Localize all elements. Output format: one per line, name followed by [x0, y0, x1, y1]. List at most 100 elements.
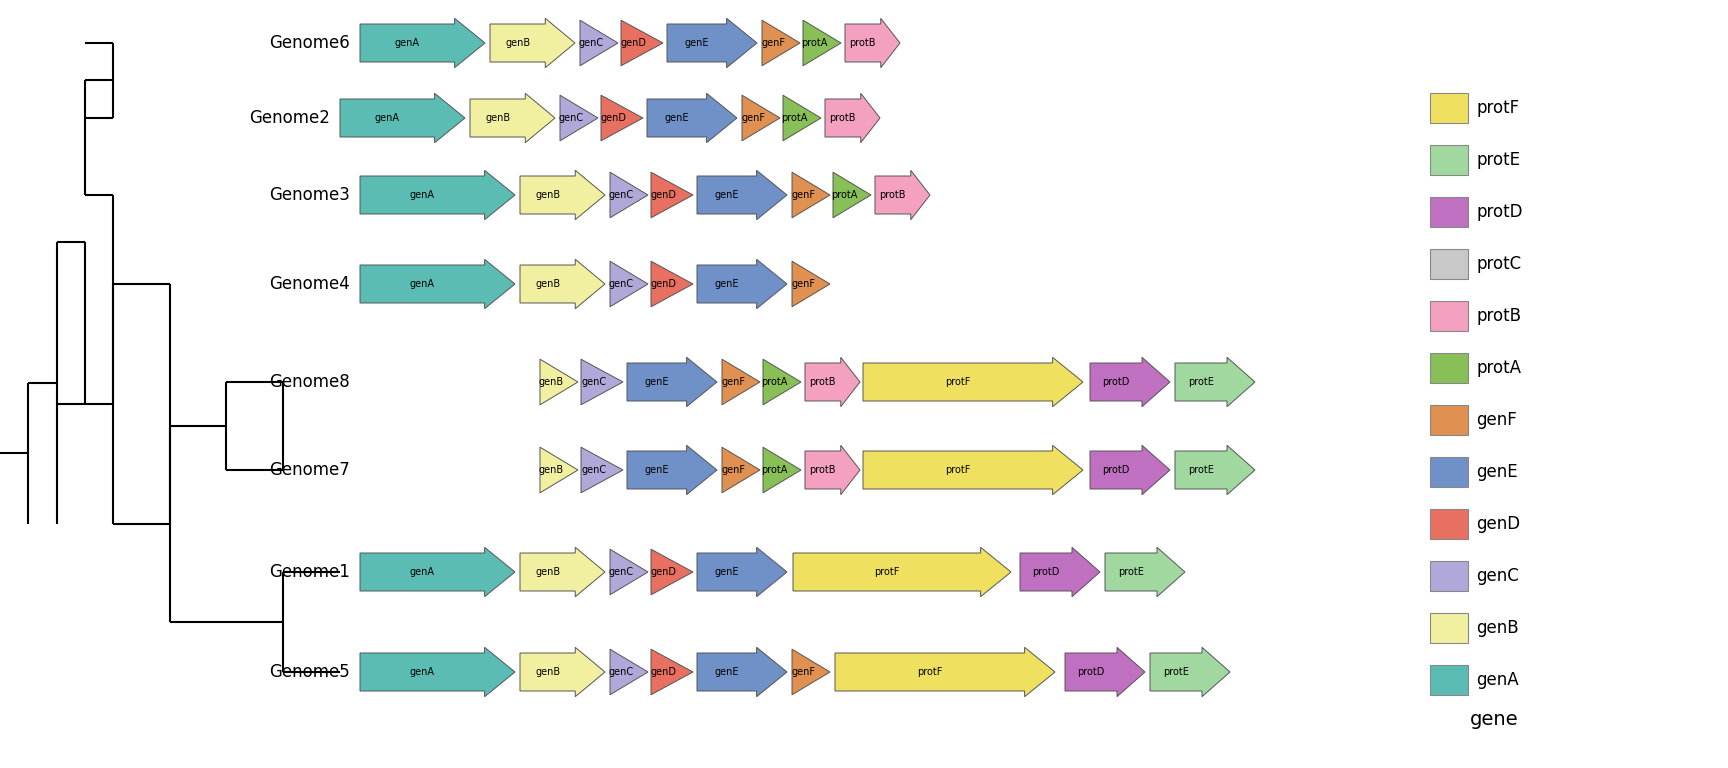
Text: genB: genB: [536, 667, 560, 677]
Polygon shape: [520, 647, 605, 697]
Text: protD: protD: [1102, 465, 1130, 475]
Polygon shape: [862, 357, 1083, 407]
Polygon shape: [804, 20, 842, 66]
Polygon shape: [764, 447, 802, 493]
Text: Genome6: Genome6: [270, 34, 351, 52]
Text: genA: genA: [410, 667, 435, 677]
Text: genE: genE: [645, 465, 669, 475]
Text: genD: genD: [1476, 515, 1521, 533]
Polygon shape: [646, 93, 738, 143]
Text: genB: genB: [536, 190, 560, 200]
Text: genE: genE: [715, 279, 740, 289]
Polygon shape: [722, 359, 760, 405]
Text: protA: protA: [762, 465, 788, 475]
Polygon shape: [359, 170, 515, 220]
Text: protF: protF: [918, 667, 942, 677]
Text: protD: protD: [1102, 377, 1130, 387]
Text: genF: genF: [791, 279, 816, 289]
Text: genD: genD: [620, 38, 646, 48]
Text: genC: genC: [581, 465, 607, 475]
Bar: [1431, 405, 1469, 435]
Polygon shape: [627, 357, 717, 407]
Bar: [1431, 301, 1469, 331]
Text: genF: genF: [721, 465, 745, 475]
Polygon shape: [651, 172, 693, 218]
Polygon shape: [793, 548, 1011, 597]
Polygon shape: [1064, 647, 1146, 697]
Polygon shape: [627, 445, 717, 495]
Text: protB: protB: [1476, 307, 1521, 325]
Text: genE: genE: [715, 190, 740, 200]
Polygon shape: [696, 647, 786, 697]
Text: genD: genD: [601, 113, 627, 123]
Text: protB: protB: [829, 113, 855, 123]
Text: protF: protF: [945, 465, 971, 475]
Text: protB: protB: [880, 190, 905, 200]
Bar: [1431, 353, 1469, 383]
Text: genC: genC: [581, 377, 607, 387]
Text: genE: genE: [665, 113, 689, 123]
Text: genE: genE: [645, 377, 669, 387]
Text: Genome4: Genome4: [270, 275, 351, 293]
Polygon shape: [696, 170, 786, 220]
Polygon shape: [722, 447, 760, 493]
Text: protF: protF: [874, 567, 900, 577]
Text: genC: genC: [608, 667, 634, 677]
Text: genA: genA: [1476, 671, 1519, 689]
Polygon shape: [581, 20, 619, 66]
Text: genC: genC: [608, 279, 634, 289]
Polygon shape: [783, 95, 821, 141]
Text: protE: protE: [1189, 377, 1215, 387]
Text: genA: genA: [375, 113, 399, 123]
Polygon shape: [833, 172, 871, 218]
Polygon shape: [764, 359, 802, 405]
Text: protA: protA: [802, 38, 828, 48]
Polygon shape: [791, 172, 829, 218]
Text: genC: genC: [1476, 567, 1519, 585]
Polygon shape: [1175, 445, 1255, 495]
Bar: [1431, 197, 1469, 227]
Text: protF: protF: [945, 377, 971, 387]
Text: Genome3: Genome3: [270, 186, 351, 204]
Text: protA: protA: [781, 113, 807, 123]
Text: Genome2: Genome2: [249, 109, 330, 127]
Polygon shape: [491, 18, 575, 68]
Polygon shape: [835, 647, 1056, 697]
Polygon shape: [762, 20, 800, 66]
Polygon shape: [874, 170, 930, 220]
Polygon shape: [520, 260, 605, 309]
Polygon shape: [359, 260, 515, 309]
Polygon shape: [824, 93, 880, 143]
Text: genC: genC: [608, 567, 634, 577]
Polygon shape: [1020, 548, 1101, 597]
Polygon shape: [805, 357, 861, 407]
Text: genF: genF: [762, 38, 786, 48]
Polygon shape: [1175, 357, 1255, 407]
Polygon shape: [610, 649, 648, 695]
Text: protA: protA: [762, 377, 788, 387]
Polygon shape: [667, 18, 757, 68]
Text: protE: protE: [1118, 567, 1144, 577]
Bar: [1431, 457, 1469, 487]
Text: protF: protF: [1476, 99, 1519, 117]
Polygon shape: [791, 261, 829, 306]
Text: genA: genA: [410, 190, 435, 200]
Bar: [1431, 613, 1469, 643]
Text: genB: genB: [539, 465, 563, 475]
Text: genD: genD: [651, 190, 677, 200]
Text: genD: genD: [651, 667, 677, 677]
Text: genA: genA: [394, 38, 420, 48]
Polygon shape: [359, 548, 515, 597]
Polygon shape: [610, 172, 648, 218]
Polygon shape: [845, 18, 900, 68]
Polygon shape: [359, 18, 486, 68]
Polygon shape: [651, 549, 693, 594]
Text: genE: genE: [715, 567, 740, 577]
Bar: [1431, 561, 1469, 591]
Polygon shape: [1090, 357, 1170, 407]
Text: genB: genB: [536, 567, 560, 577]
Polygon shape: [620, 20, 664, 66]
Polygon shape: [560, 95, 598, 141]
Polygon shape: [741, 95, 779, 141]
Text: genE: genE: [715, 667, 740, 677]
